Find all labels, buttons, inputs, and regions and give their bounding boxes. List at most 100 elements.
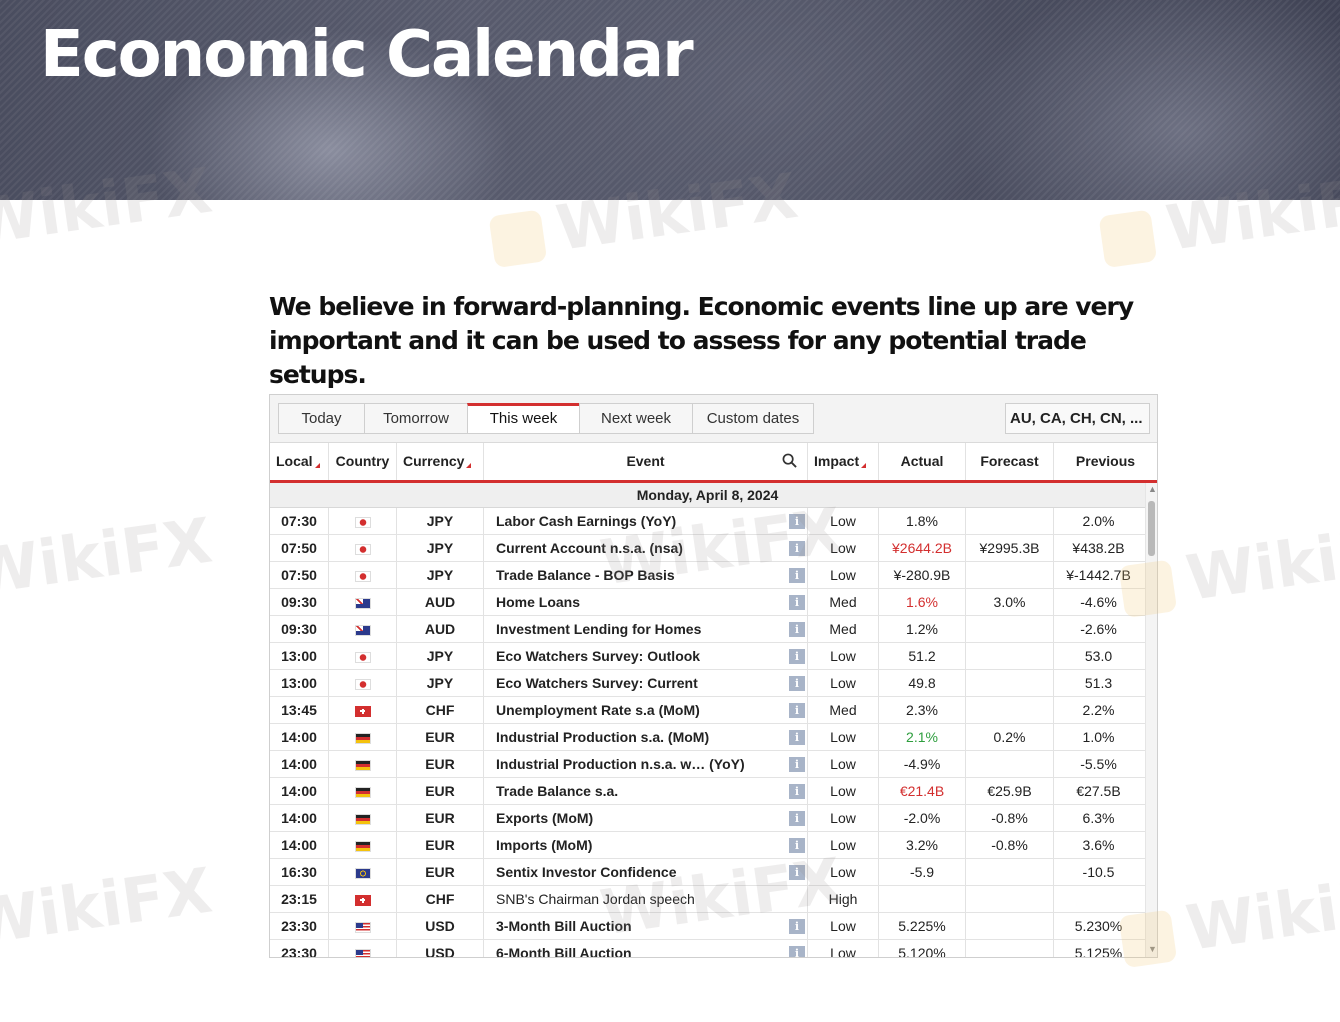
table-row[interactable]: 07:30 JPY Labor Cash Earnings (YoY) i Low 1.8… bbox=[270, 508, 1145, 535]
tab-custom-dates[interactable]: Custom dates bbox=[692, 403, 814, 434]
event-impact: Low bbox=[808, 940, 879, 957]
event-time: 13:00 bbox=[270, 670, 329, 696]
table-row[interactable]: 13:45 CHF Unemployment Rate s.a (MoM) i Med 2… bbox=[270, 697, 1145, 724]
event-rows: 07:30 JPY Labor Cash Earnings (YoY) i Low 1.8… bbox=[270, 508, 1145, 957]
table-row[interactable]: 14:00 EUR Imports (MoM) i Low 3.2% -0.8% 3.6% bbox=[270, 832, 1145, 859]
column-actual-label: Actual bbox=[900, 453, 944, 469]
event-name-cell[interactable]: Trade Balance - BOP Basis i bbox=[484, 562, 808, 588]
event-name-cell[interactable]: SNB's Chairman Jordan speech bbox=[484, 886, 808, 912]
table-row[interactable]: 13:00 JPY Eco Watchers Survey: Outlook i Low… bbox=[270, 643, 1145, 670]
info-icon[interactable]: i bbox=[789, 514, 805, 529]
info-icon[interactable]: i bbox=[789, 595, 805, 610]
country-cell bbox=[329, 751, 397, 777]
event-name-cell[interactable]: Investment Lending for Homes i bbox=[484, 616, 808, 642]
event-forecast bbox=[966, 940, 1054, 957]
event-name-cell[interactable]: Imports (MoM) i bbox=[484, 832, 808, 858]
info-icon[interactable]: i bbox=[789, 946, 805, 957]
event-actual: 2.1% bbox=[879, 724, 966, 750]
event-forecast bbox=[966, 670, 1054, 696]
event-time: 16:30 bbox=[270, 859, 329, 885]
scroll-thumb[interactable] bbox=[1148, 501, 1155, 556]
event-impact: Low bbox=[808, 535, 879, 561]
column-local[interactable]: Local bbox=[270, 443, 329, 480]
event-forecast bbox=[966, 886, 1054, 912]
event-impact: Med bbox=[808, 589, 879, 615]
table-row[interactable]: 14:00 EUR Exports (MoM) i Low -2.0% -0.8% 6.3% bbox=[270, 805, 1145, 832]
info-icon[interactable]: i bbox=[789, 649, 805, 664]
table-row[interactable]: 09:30 AUD Home Loans i Med 1.6% 3.0% -4.6% bbox=[270, 589, 1145, 616]
event-currency: JPY bbox=[397, 670, 484, 696]
search-icon[interactable] bbox=[782, 453, 797, 468]
tab-next-week[interactable]: Next week bbox=[579, 403, 693, 434]
info-icon[interactable]: i bbox=[789, 838, 805, 853]
event-name-cell[interactable]: 6-Month Bill Auction i bbox=[484, 940, 808, 957]
table-row[interactable]: 14:00 EUR Trade Balance s.a. i Low €21.4B €25.… bbox=[270, 778, 1145, 805]
event-name: Current Account n.s.a. (nsa) bbox=[496, 540, 683, 556]
column-previous[interactable]: Previous bbox=[1054, 443, 1157, 480]
event-name-cell[interactable]: Industrial Production n.s.a. w… (YoY) i bbox=[484, 751, 808, 777]
event-actual: 5.120% bbox=[879, 940, 966, 957]
tab-this-week[interactable]: This week bbox=[467, 403, 580, 434]
info-icon[interactable]: i bbox=[789, 784, 805, 799]
event-name: 3-Month Bill Auction bbox=[496, 918, 632, 934]
event-actual: ¥-280.9B bbox=[879, 562, 966, 588]
event-currency: USD bbox=[397, 940, 484, 957]
event-previous: €27.5B bbox=[1076, 783, 1121, 799]
event-name-cell[interactable]: Exports (MoM) i bbox=[484, 805, 808, 831]
table-row[interactable]: 07:50 JPY Current Account n.s.a. (nsa) i Low… bbox=[270, 535, 1145, 562]
event-name-cell[interactable]: 3-Month Bill Auction i bbox=[484, 913, 808, 939]
event-name-cell[interactable]: Eco Watchers Survey: Current i bbox=[484, 670, 808, 696]
event-forecast bbox=[966, 697, 1054, 723]
info-icon[interactable]: i bbox=[789, 568, 805, 583]
scroll-up-icon[interactable]: ▲ bbox=[1148, 484, 1157, 494]
column-event[interactable]: Event bbox=[484, 443, 808, 480]
sort-indicator-icon bbox=[314, 463, 320, 468]
table-scrollbar[interactable]: ▲ ▼ bbox=[1145, 483, 1157, 957]
column-forecast[interactable]: Forecast bbox=[966, 443, 1054, 480]
tab-tomorrow[interactable]: Tomorrow bbox=[364, 403, 468, 434]
column-currency[interactable]: Currency bbox=[397, 443, 484, 480]
info-icon[interactable]: i bbox=[789, 676, 805, 691]
jp-flag-icon bbox=[354, 651, 371, 663]
info-icon[interactable]: i bbox=[789, 622, 805, 637]
table-row[interactable]: 23:30 USD 3-Month Bill Auction i Low 5.225% 5.… bbox=[270, 913, 1145, 940]
column-impact[interactable]: Impact bbox=[808, 443, 879, 480]
info-icon[interactable]: i bbox=[789, 703, 805, 718]
table-row[interactable]: 13:00 JPY Eco Watchers Survey: Current i Low… bbox=[270, 670, 1145, 697]
table-row[interactable]: 16:30 EUR Sentix Investor Confidence i Low -5… bbox=[270, 859, 1145, 886]
event-time: 23:30 bbox=[270, 913, 329, 939]
table-row[interactable]: 14:00 EUR Industrial Production s.a. (MoM)… bbox=[270, 724, 1145, 751]
info-icon[interactable]: i bbox=[789, 730, 805, 745]
info-icon[interactable]: i bbox=[789, 541, 805, 556]
scroll-down-icon[interactable]: ▼ bbox=[1148, 944, 1157, 954]
column-actual[interactable]: Actual bbox=[879, 443, 966, 480]
country-cell bbox=[329, 535, 397, 561]
tab-today[interactable]: Today bbox=[278, 403, 365, 434]
table-row[interactable]: 09:30 AUD Investment Lending for Homes i Med… bbox=[270, 616, 1145, 643]
info-icon[interactable]: i bbox=[789, 757, 805, 772]
event-time: 14:00 bbox=[270, 832, 329, 858]
event-previous: ¥438.2B bbox=[1072, 540, 1125, 556]
event-name-cell[interactable]: Labor Cash Earnings (YoY) i bbox=[484, 508, 808, 534]
event-name-cell[interactable]: Eco Watchers Survey: Outlook i bbox=[484, 643, 808, 669]
table-row[interactable]: 23:30 USD 6-Month Bill Auction i Low 5.120% 5.… bbox=[270, 940, 1145, 957]
event-name-cell[interactable]: Industrial Production s.a. (MoM) i bbox=[484, 724, 808, 750]
info-icon[interactable]: i bbox=[789, 811, 805, 826]
event-forecast bbox=[966, 643, 1054, 669]
event-name: Investment Lending for Homes bbox=[496, 621, 702, 637]
event-name-cell[interactable]: Sentix Investor Confidence i bbox=[484, 859, 808, 885]
info-icon[interactable]: i bbox=[789, 865, 805, 880]
table-row[interactable]: 14:00 EUR Industrial Production n.s.a. w… … bbox=[270, 751, 1145, 778]
column-country[interactable]: Country bbox=[329, 443, 397, 480]
event-name-cell[interactable]: Current Account n.s.a. (nsa) i bbox=[484, 535, 808, 561]
event-name-cell[interactable]: Unemployment Rate s.a (MoM) i bbox=[484, 697, 808, 723]
info-icon[interactable]: i bbox=[789, 919, 805, 934]
event-previous: -2.6% bbox=[1080, 621, 1117, 637]
event-name-cell[interactable]: Home Loans i bbox=[484, 589, 808, 615]
table-row[interactable]: 23:15 CHF SNB's Chairman Jordan speech High bbox=[270, 886, 1145, 913]
event-forecast: -0.8% bbox=[966, 805, 1054, 831]
de-flag-icon bbox=[354, 786, 371, 798]
country-filter-select[interactable]: AU, CA, CH, CN, ... bbox=[1005, 403, 1150, 434]
event-name-cell[interactable]: Trade Balance s.a. i bbox=[484, 778, 808, 804]
table-row[interactable]: 07:50 JPY Trade Balance - BOP Basis i Low ¥-2… bbox=[270, 562, 1145, 589]
